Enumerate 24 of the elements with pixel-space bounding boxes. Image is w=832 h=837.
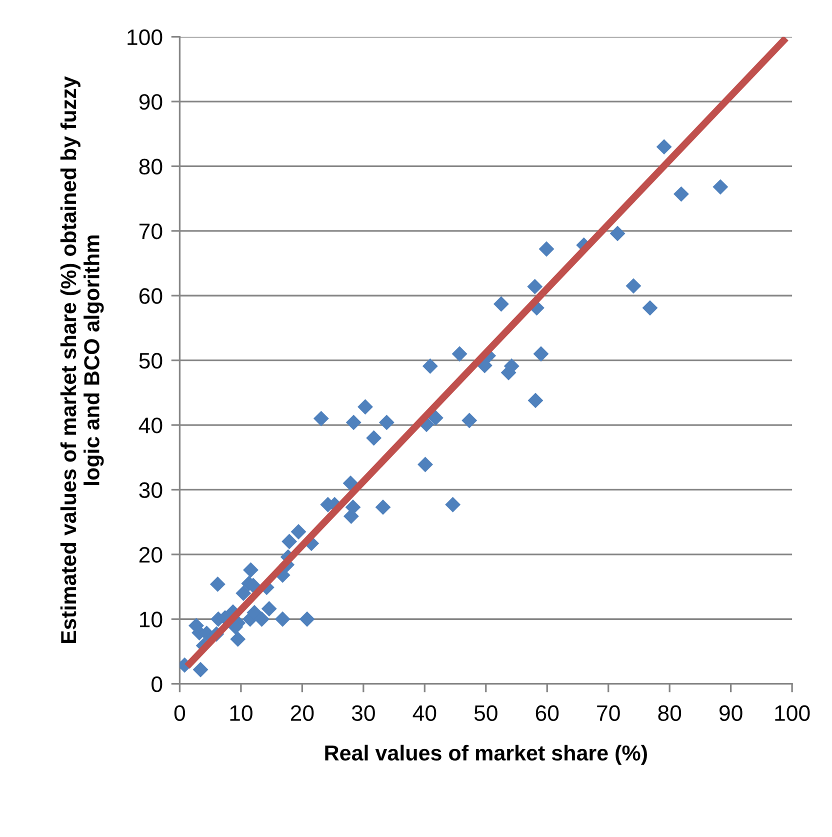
x-tick-label: 30 bbox=[352, 705, 375, 721]
x-tick-label: 100 bbox=[775, 705, 810, 721]
y-tick-label: 70 bbox=[139, 223, 162, 240]
y-axis-title: Estimated values of market share (%) obtained by fuzzy logic and BCO algorithm bbox=[60, 76, 104, 643]
y-tick-label: 10 bbox=[140, 612, 162, 628]
y-tick-label: 50 bbox=[139, 352, 162, 369]
x-tick-label: 70 bbox=[597, 705, 620, 721]
y-tick-label: 80 bbox=[139, 158, 162, 174]
y-tick-label: 60 bbox=[139, 288, 162, 304]
x-tick-label: 20 bbox=[290, 705, 314, 721]
y-tick-label: 0 bbox=[152, 676, 162, 692]
x-tick-label: 50 bbox=[474, 705, 498, 721]
x-tick-label: 0 bbox=[174, 705, 186, 721]
x-tick-label: 40 bbox=[412, 705, 436, 721]
y-tick-label: 40 bbox=[138, 418, 162, 434]
y-tick-label: 30 bbox=[139, 482, 162, 498]
x-tick-label: 60 bbox=[536, 705, 559, 721]
x-tick-label: 80 bbox=[658, 705, 682, 721]
y-tick-label: 90 bbox=[139, 94, 162, 110]
x-axis-title: Real values of market share (%) bbox=[325, 744, 647, 765]
x-tick-label: 90 bbox=[720, 705, 742, 721]
y-tick-label: 100 bbox=[128, 29, 162, 46]
y-tick-label: 20 bbox=[139, 546, 162, 563]
x-tick-label: 10 bbox=[230, 705, 252, 721]
